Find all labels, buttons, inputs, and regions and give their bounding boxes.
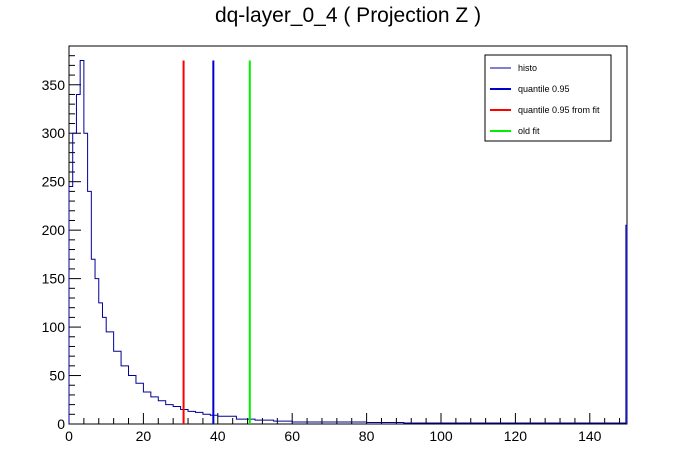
legend-label: quantile 0.95 bbox=[518, 84, 570, 94]
y-tick-label: 50 bbox=[49, 368, 65, 384]
chart-title: dq-layer_0_4 ( Projection Z ) bbox=[215, 4, 481, 27]
legend-box bbox=[484, 54, 612, 142]
plot-area: 0 20 40 60 80 100 120 140 0 50 100 150 200 250 300 350 bbox=[42, 45, 628, 444]
x-tick-label: 20 bbox=[136, 428, 152, 444]
x-tick-label: 140 bbox=[578, 428, 602, 444]
y-tick-label: 100 bbox=[42, 319, 66, 335]
x-tick-label: 0 bbox=[65, 428, 73, 444]
legend: histo quantile 0.95 quantile 0.95 from fit… bbox=[484, 54, 612, 142]
legend-label: histo bbox=[518, 63, 537, 73]
y-tick-label: 350 bbox=[42, 77, 66, 93]
histogram-series-line bbox=[68, 60, 628, 424]
x-tick-label: 60 bbox=[284, 428, 300, 444]
x-axis: 0 20 40 60 80 100 120 140 bbox=[65, 413, 621, 444]
x-tick-label: 40 bbox=[210, 428, 226, 444]
y-axis: 0 50 100 150 200 250 300 350 bbox=[42, 45, 81, 432]
legend-label: quantile 0.95 from fit bbox=[518, 105, 600, 115]
x-tick-label: 80 bbox=[359, 428, 375, 444]
legend-label: old fit bbox=[518, 126, 540, 136]
y-tick-label: 300 bbox=[42, 125, 66, 141]
y-tick-label: 150 bbox=[42, 271, 66, 287]
y-tick-label: 0 bbox=[57, 416, 65, 432]
series-group bbox=[68, 60, 628, 424]
x-tick-label: 100 bbox=[429, 428, 453, 444]
y-tick-label: 250 bbox=[42, 174, 66, 190]
x-tick-label: 120 bbox=[504, 428, 528, 444]
y-tick-label: 200 bbox=[42, 222, 66, 238]
